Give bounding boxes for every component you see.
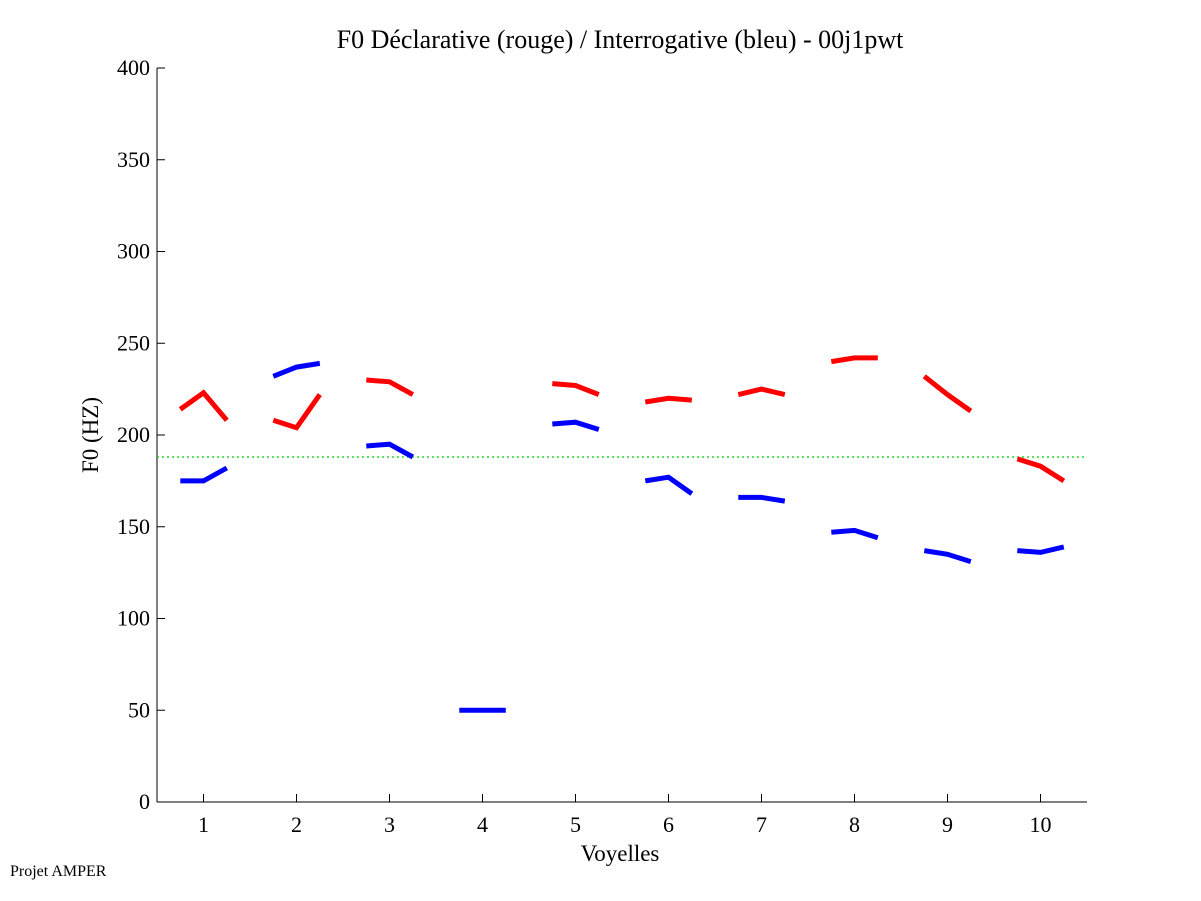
y-tick-label: 250 (117, 330, 150, 355)
series-0-segment (178, 389, 229, 422)
x-tick-label: 2 (291, 812, 302, 837)
x-axis-ticks: 1 2 3 4 5 6 7 8 9 10 (198, 794, 1052, 837)
x-tick-label: 3 (384, 812, 395, 837)
chart-title: F0 Déclarative (rouge) / Interrogative (… (337, 25, 905, 54)
series-layer (178, 355, 1066, 713)
x-tick-label: 6 (663, 812, 674, 837)
y-axis-ticks: 0 50 100 150 200 250 300 350 400 (117, 55, 165, 814)
y-tick-label: 350 (117, 147, 150, 172)
series-0-segment (272, 393, 322, 431)
series-0-segment (366, 377, 415, 397)
series-1-segment (831, 527, 879, 541)
series-1-segment (644, 474, 694, 496)
y-axis-label: F0 (HZ) (78, 397, 103, 473)
series-1-segment (366, 441, 415, 460)
series-1-segment (923, 548, 972, 564)
y-tick-label: 400 (117, 55, 150, 80)
y-tick-label: 100 (117, 606, 150, 631)
x-tick-label: 10 (1030, 812, 1052, 837)
series-0-segment (922, 374, 973, 414)
x-tick-label: 8 (849, 812, 860, 837)
series-1-segment (272, 360, 321, 379)
series-0-segment (737, 386, 786, 398)
x-tick-label: 4 (477, 812, 488, 837)
series-1-segment (738, 494, 786, 504)
series-0 (178, 355, 1066, 484)
y-tick-label: 300 (117, 239, 150, 264)
series-1-segment (1017, 544, 1065, 555)
series-1 (180, 360, 1065, 713)
y-tick-label: 200 (117, 422, 150, 447)
series-0-segment (552, 381, 600, 397)
footer-credit: Projet AMPER (10, 863, 107, 880)
y-tick-label: 0 (139, 789, 150, 814)
x-tick-label: 9 (942, 812, 953, 837)
x-tick-label: 7 (756, 812, 767, 837)
x-tick-label: 5 (570, 812, 581, 837)
series-0-segment (830, 355, 878, 365)
series-1-segment (180, 465, 229, 484)
series-1-segment (552, 419, 600, 432)
y-tick-label: 150 (117, 514, 150, 539)
y-tick-label: 50 (128, 697, 150, 722)
plot-frame (156, 68, 1087, 803)
series-0-segment (1016, 456, 1066, 484)
series-0-segment (644, 395, 692, 405)
x-tick-label: 1 (198, 812, 209, 837)
x-axis-label: Voyelles (581, 841, 660, 866)
